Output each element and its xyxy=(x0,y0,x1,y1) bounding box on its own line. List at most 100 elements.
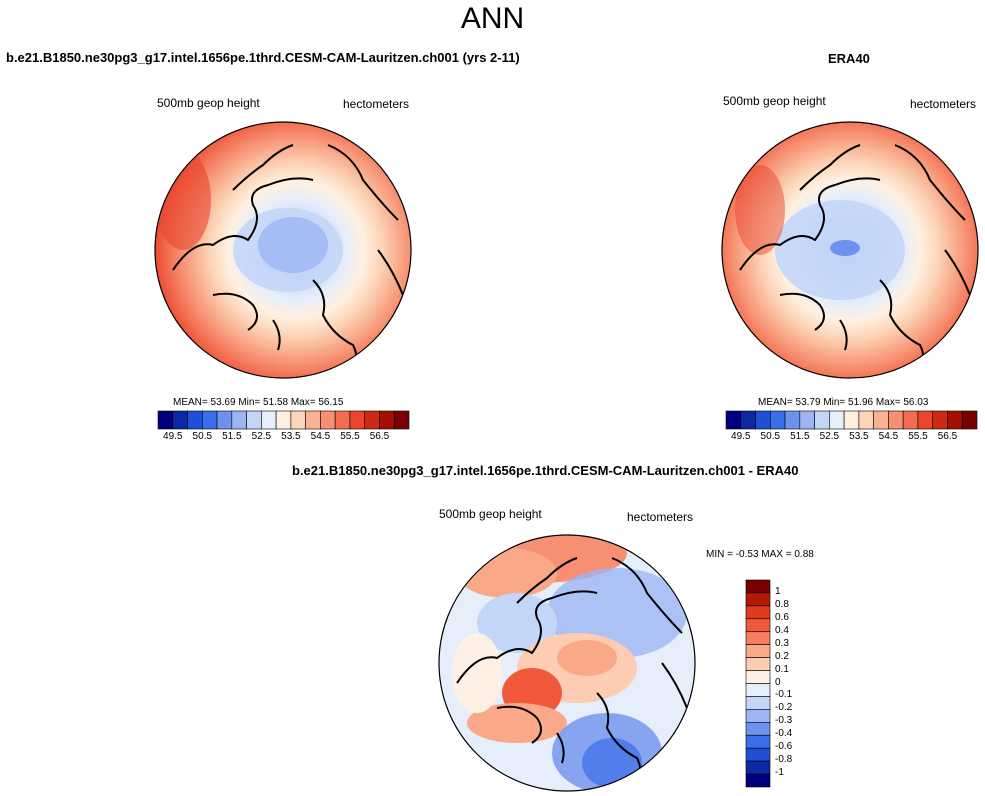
colorbar-diff-tick-label: 0.1 xyxy=(775,663,789,675)
colorbar-model-swatch xyxy=(246,410,262,430)
colorbar-diff-swatch xyxy=(745,747,771,762)
colorbar-diff-tick-label: -1 xyxy=(775,767,784,779)
colorbar-obs-swatch xyxy=(873,410,889,430)
colorbar-model-swatch xyxy=(157,410,174,430)
colorbar-obs-swatch xyxy=(917,410,934,430)
colorbar-obs-tick-label: 55.5 xyxy=(908,431,928,442)
colorbar-diff-swatch xyxy=(745,618,771,633)
colorbar-model-tick-label: 53.5 xyxy=(281,431,301,442)
colorbar-diff-swatch xyxy=(745,734,771,749)
colorbar-diff-swatch xyxy=(745,605,771,620)
colorbar-diff-swatch xyxy=(745,696,771,710)
colorbar-diff-swatch xyxy=(745,722,771,736)
colorbar-obs-tick-label: 53.5 xyxy=(849,431,869,442)
colorbar-obs-swatch xyxy=(769,410,786,430)
colorbar-obs-swatch xyxy=(961,410,978,430)
colorbar-diff-ticks: 1 0.8 0.6 0.4 0.3 0.2 0.1 0 -0.1 -0.2 -0.3 -0.4 -0.6… xyxy=(775,580,815,787)
colorbar-obs-swatch xyxy=(740,410,756,430)
colorbar-diff-tick-label: 0.8 xyxy=(775,598,789,610)
colorbar-diff xyxy=(745,579,771,788)
colorbar-model-swatch xyxy=(349,410,366,430)
colorbar-diff-tick-label: -0.4 xyxy=(775,728,793,740)
colorbar-obs-swatch xyxy=(947,410,963,430)
panel-obs-units: hectometers xyxy=(910,97,977,111)
colorbar-obs-swatch xyxy=(725,410,742,430)
colorbar-obs-tick-label: 49.5 xyxy=(731,431,751,442)
colorbar-diff-swatch xyxy=(745,579,771,594)
colorbar-model-tick-label: 54.5 xyxy=(310,431,331,442)
colorbar-diff-swatch xyxy=(745,631,771,645)
colorbar-obs-swatch xyxy=(784,410,801,430)
colorbar-diff-swatch xyxy=(745,683,771,697)
colorbar-diff-tick-label: -0.2 xyxy=(775,702,793,714)
colorbar-diff-tick-label: -0.1 xyxy=(775,689,793,701)
map-diff xyxy=(438,534,696,792)
panel-model-units: hectometers xyxy=(343,97,410,111)
colorbar-diff-tick-label: 0.4 xyxy=(775,624,789,636)
panel-obs-title: ERA40 xyxy=(828,51,870,66)
colorbar-model-tick-label: 51.5 xyxy=(222,431,242,442)
colorbar-diff-swatch xyxy=(745,773,771,788)
panel-obs-stats: MEAN= 53.79 Min= 51.96 Max= 56.03 xyxy=(758,397,929,408)
panel-model-stats: MEAN= 53.69 Min= 51.58 Max= 56.15 xyxy=(173,397,344,408)
colorbar-diff-swatch xyxy=(745,644,771,658)
colorbar-obs-tick-label: 52.5 xyxy=(819,431,840,442)
colorbar-diff-tick-label: 0.2 xyxy=(775,650,789,662)
colorbar-model-swatch xyxy=(187,410,203,430)
colorbar-model-swatch xyxy=(379,410,395,430)
colorbar-model-swatch xyxy=(275,410,292,430)
panel-diff-variable: 500mb geop height xyxy=(439,507,542,521)
colorbar-diff-tick-label: 0.3 xyxy=(775,637,789,649)
panel-diff-units: hectometers xyxy=(627,510,694,524)
colorbar-diff-tick-label: 1 xyxy=(775,585,781,597)
map-obs xyxy=(721,121,979,379)
colorbar-model-tick-label: 52.5 xyxy=(251,431,272,442)
colorbar-diff-swatch xyxy=(745,592,771,607)
colorbar-diff-swatch xyxy=(745,709,771,723)
colorbar-obs-swatch xyxy=(888,410,904,430)
colorbar-model-tick-label: 55.5 xyxy=(340,431,360,442)
colorbar-model-swatch xyxy=(290,410,306,430)
colorbar-obs-tick-label: 51.5 xyxy=(790,431,810,442)
colorbar-obs-ticks: 49.5 50.5 51.5 52.5 53.5 54.5 55.5 56.5 xyxy=(726,431,977,445)
colorbar-obs-swatch xyxy=(902,410,919,430)
colorbar-model-swatch xyxy=(393,410,410,430)
colorbar-obs-tick-label: 50.5 xyxy=(760,431,781,442)
colorbar-obs-swatch xyxy=(755,410,771,430)
panel-obs-variable: 500mb geop height xyxy=(723,94,826,108)
colorbar-model-tick-label: 49.5 xyxy=(163,431,183,442)
colorbar-obs-swatch xyxy=(799,410,815,430)
colorbar-model-swatch xyxy=(305,410,321,430)
colorbar-model-swatch xyxy=(216,410,233,430)
colorbar-model-swatch xyxy=(334,410,351,430)
colorbar-obs xyxy=(725,410,978,430)
colorbar-model-swatch xyxy=(364,410,380,430)
figure-title: ANN xyxy=(460,2,525,35)
colorbar-model-swatch xyxy=(261,410,277,430)
panel-diff-stats: MIN = -0.53 MAX = 0.88 xyxy=(706,549,814,560)
colorbar-model xyxy=(157,410,410,430)
colorbar-obs-swatch xyxy=(843,410,860,430)
colorbar-model-swatch xyxy=(201,410,218,430)
map-model xyxy=(154,121,412,379)
colorbar-obs-tick-label: 54.5 xyxy=(878,431,899,442)
colorbar-diff-swatch xyxy=(745,670,771,684)
colorbar-diff-swatch xyxy=(745,760,771,775)
panel-diff-title: b.e21.B1850.ne30pg3_g17.intel.1656pe.1th… xyxy=(292,463,799,478)
colorbar-diff-tick-label: 0 xyxy=(775,676,781,688)
colorbar-obs-tick-label: 56.5 xyxy=(937,431,958,442)
colorbar-diff-tick-label: 0.6 xyxy=(775,611,789,623)
colorbar-model-swatch xyxy=(231,410,247,430)
colorbar-model-swatch xyxy=(320,410,336,430)
colorbar-obs-swatch xyxy=(814,410,830,430)
colorbar-obs-swatch xyxy=(829,410,845,430)
colorbar-diff-tick-label: -0.8 xyxy=(775,754,793,766)
panel-model-title: b.e21.B1850.ne30pg3_g17.intel.1656pe.1th… xyxy=(6,50,520,65)
colorbar-obs-swatch xyxy=(858,410,874,430)
colorbar-obs-swatch xyxy=(932,410,948,430)
colorbar-model-tick-label: 50.5 xyxy=(192,431,213,442)
colorbar-model-ticks: 49.5 50.5 51.5 52.5 53.5 54.5 55.5 56.5 xyxy=(158,431,409,445)
colorbar-model-swatch xyxy=(172,410,188,430)
colorbar-diff-tick-label: -0.3 xyxy=(775,715,793,727)
colorbar-model-tick-label: 56.5 xyxy=(369,431,390,442)
